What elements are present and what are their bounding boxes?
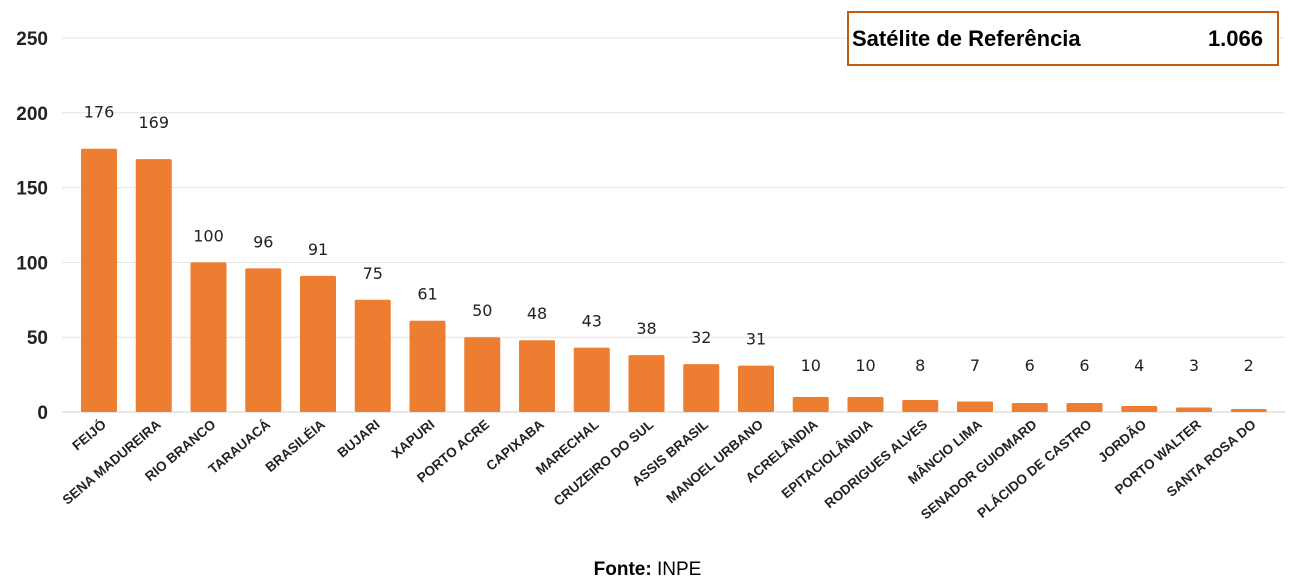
x-tick-label: XAPURI [389,417,438,461]
bar [957,401,993,412]
bar [1176,407,1212,412]
data-label: 3 [1189,356,1199,375]
source-value: INPE [656,559,702,580]
data-label: 61 [417,285,437,304]
y-tick-label: 250 [16,29,48,50]
data-label: 7 [970,356,980,375]
bar [519,340,555,412]
source-label: Fonte: [593,559,652,580]
bar [573,347,610,412]
data-label: 176 [84,103,115,122]
x-tick-label: FEIJÓ [69,417,109,454]
data-label: 38 [636,319,656,338]
y-tick-label: 200 [16,104,48,125]
bar [409,320,446,412]
x-tick-label: BRASILÉIA [263,417,329,475]
data-label: 169 [138,113,169,132]
data-label: 91 [308,240,328,259]
data-label: 8 [915,356,925,375]
data-label: 31 [746,330,766,349]
reference-satellite-box: Satélite de Referência 1.066 [847,11,1279,66]
data-label: 96 [253,232,273,251]
bar [245,268,282,412]
bar [683,364,720,412]
x-tick-label: JORDÃO [1095,417,1149,466]
bar [81,148,117,413]
reference-satellite-value: 1.066 [1207,25,1263,51]
bar [1066,403,1103,412]
data-label: 50 [472,301,492,320]
source-caption: Fonte: INPE [0,559,1295,581]
bar [902,400,939,412]
data-label: 48 [527,304,547,323]
data-label: 6 [1079,356,1089,375]
bar [847,397,884,412]
bar [135,159,172,412]
data-label: 10 [855,356,875,375]
data-label: 75 [363,264,383,283]
reference-satellite-label: Satélite de Referência [852,25,1081,51]
bar [464,337,501,412]
y-tick-label: 150 [16,179,48,200]
data-label: 4 [1134,356,1144,375]
x-tick-label: RODRIGUES ALVES [822,417,930,511]
bar [1121,406,1158,412]
data-label: 6 [1025,356,1035,375]
data-label: 43 [582,312,602,331]
bar [628,355,665,412]
x-tick-label: MANOEL URBANO [663,417,766,506]
data-label: 100 [193,226,224,245]
data-label: 2 [1244,356,1254,375]
x-tick-label: EPITACIOLÂNDIA [779,417,876,502]
x-tick-label: BUJARI [335,417,383,461]
x-tick-label: CRUZEIRO DO SUL [551,417,657,509]
bar [1011,403,1048,412]
y-axis-ticks: 0 50 100 150 200 250 [16,29,48,424]
bar [1230,409,1267,412]
data-label: 32 [691,328,711,347]
bar [190,262,227,412]
y-tick-label: 100 [16,253,48,274]
bar [792,397,829,412]
y-tick-label: 0 [37,403,48,424]
bars [81,148,1267,413]
bar [738,365,774,412]
data-label: 10 [801,356,821,375]
bar [300,275,336,412]
x-tick-label: SENA MADUREIRA [60,417,164,508]
bar [354,299,391,412]
y-tick-label: 50 [27,328,48,349]
